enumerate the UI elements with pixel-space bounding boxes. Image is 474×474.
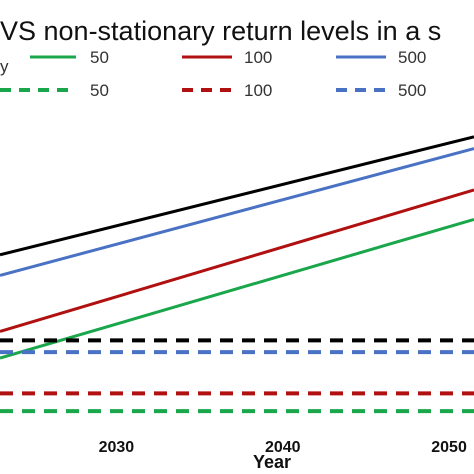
x-tick-label: 2050 — [431, 439, 467, 456]
legend-fragment: y — [0, 57, 9, 76]
x-axis-label: Year — [253, 452, 291, 472]
legend-label: 500 — [398, 48, 426, 67]
series-line-solid-green — [0, 217, 474, 360]
legend-label: 100 — [244, 48, 272, 67]
chart-title: VS non-stationary return levels in a s — [0, 16, 441, 46]
x-tick-label: 2040 — [265, 439, 301, 456]
x-axis-ticks: 2030 2040 2050 — [99, 439, 467, 456]
series-line-solid-black — [0, 135, 474, 257]
legend-label: 100 — [244, 81, 272, 100]
legend: y 50 100 500 50 100 500 — [0, 48, 426, 100]
series-line-solid-red — [0, 188, 474, 333]
series-line-solid-blue — [0, 147, 474, 277]
legend-label: 50 — [90, 48, 109, 67]
legend-label: 500 — [398, 81, 426, 100]
plot-area — [0, 135, 474, 414]
x-tick-label: 2030 — [99, 439, 135, 456]
legend-label: 50 — [90, 81, 109, 100]
